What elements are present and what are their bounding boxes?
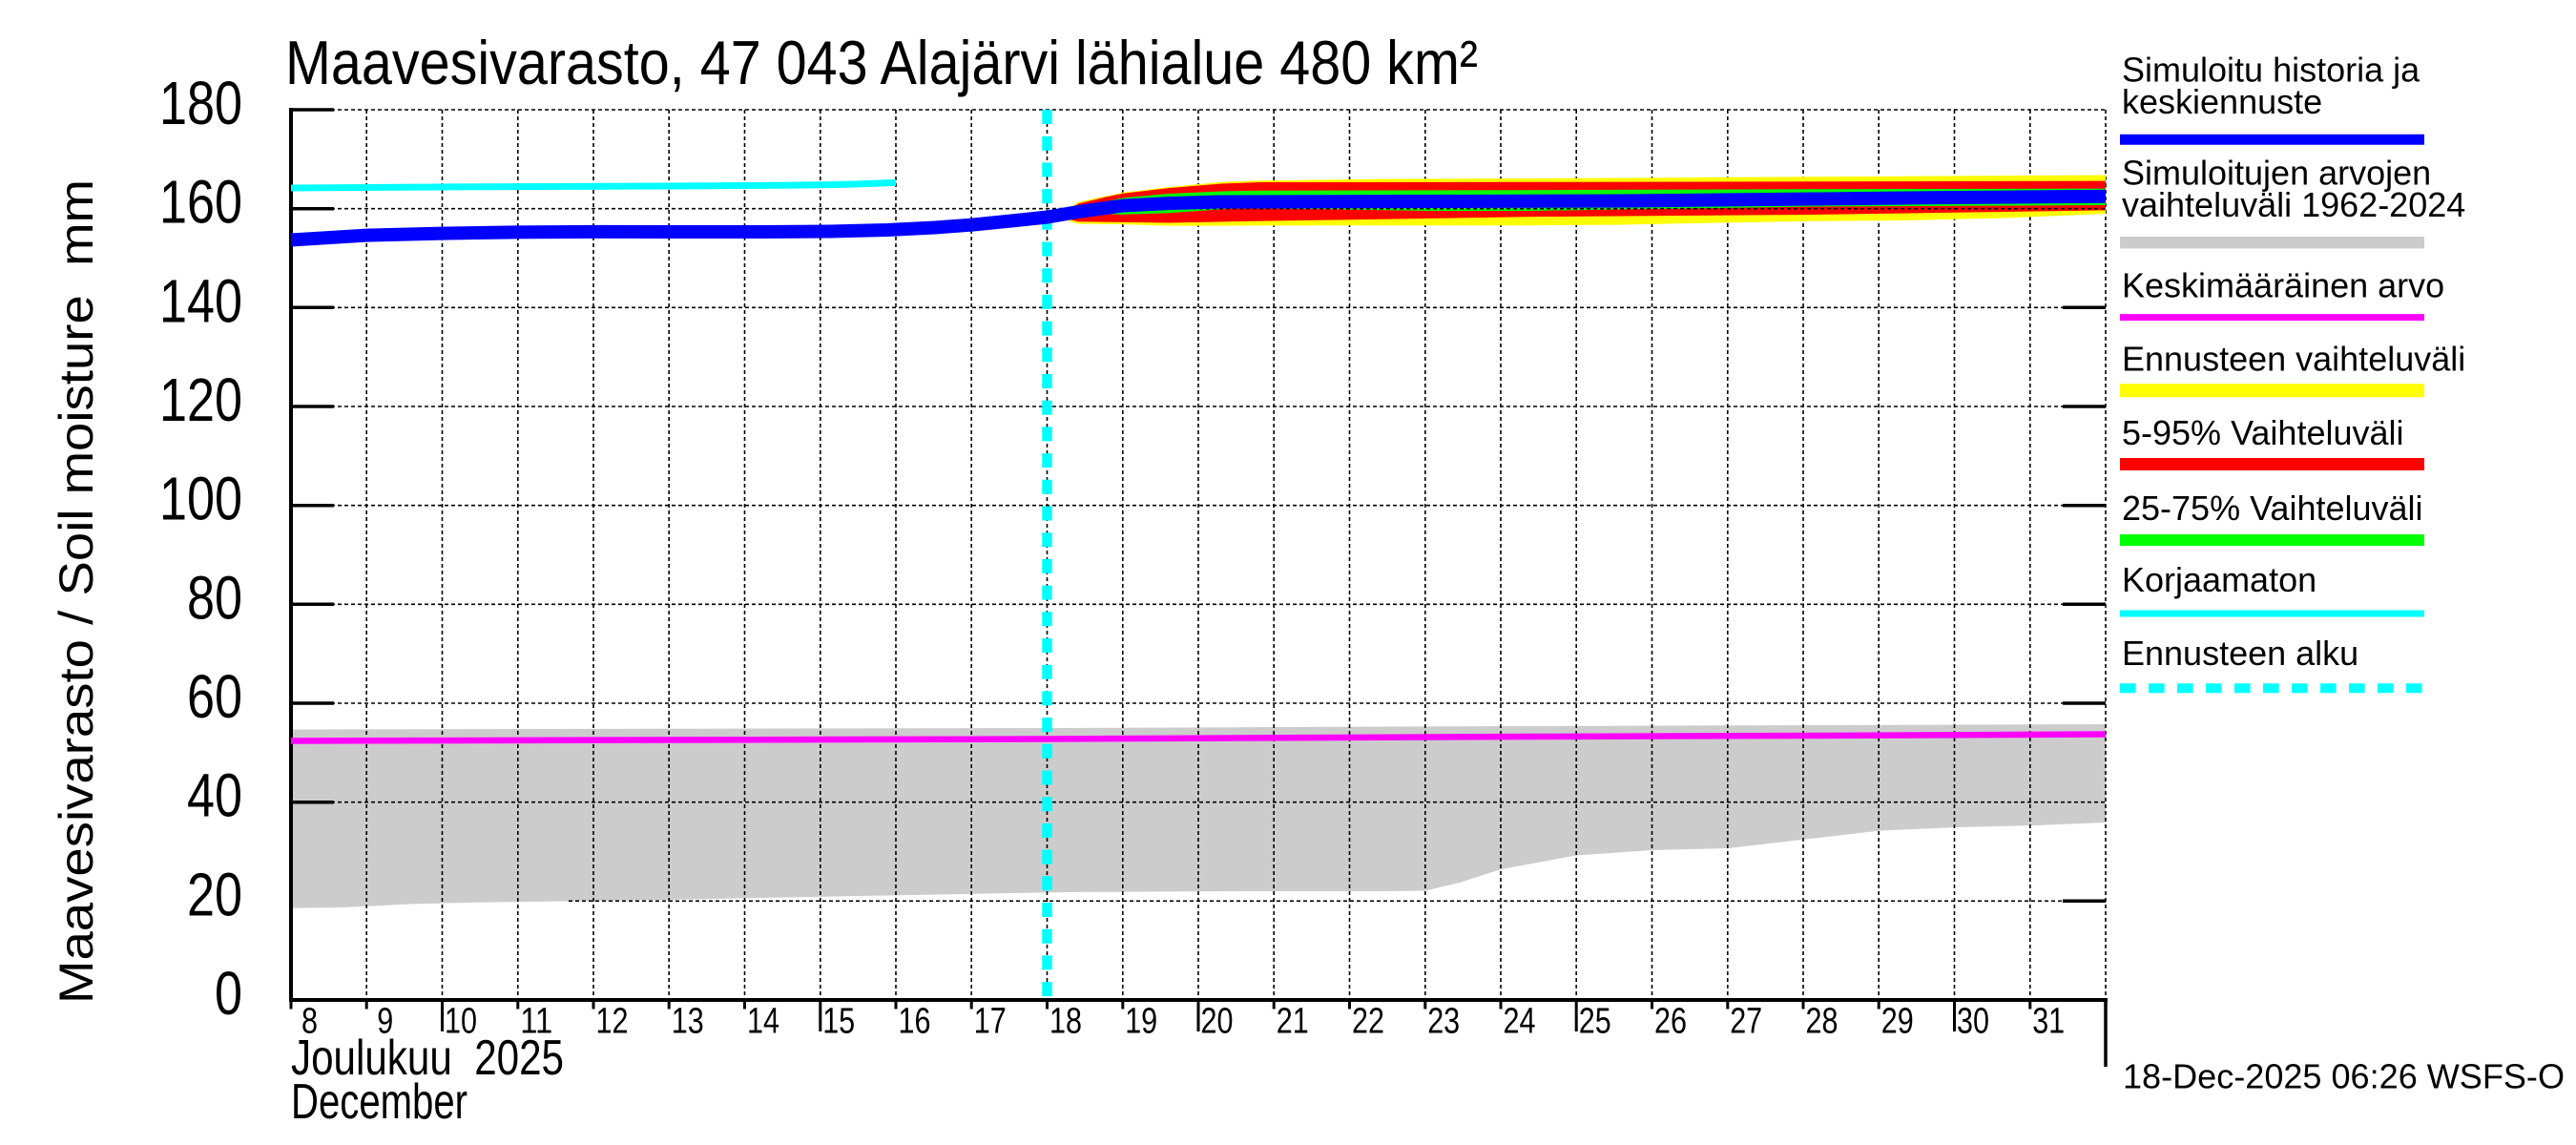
svg-text:15: 15 xyxy=(822,1001,855,1041)
svg-text:5-95% Vaihteluväli: 5-95% Vaihteluväli xyxy=(2122,413,2404,452)
svg-text:vaihteluväli 1962-2024: vaihteluväli 1962-2024 xyxy=(2122,185,2465,224)
svg-text:20: 20 xyxy=(1201,1001,1234,1041)
svg-text:160: 160 xyxy=(159,168,242,237)
svg-text:13: 13 xyxy=(672,1001,704,1041)
svg-text:Ennusteen alku: Ennusteen alku xyxy=(2122,634,2358,673)
svg-text:12: 12 xyxy=(596,1001,629,1041)
svg-text:9: 9 xyxy=(377,1001,393,1041)
svg-text:22: 22 xyxy=(1352,1001,1384,1041)
svg-text:23: 23 xyxy=(1427,1001,1460,1041)
svg-text:27: 27 xyxy=(1730,1001,1762,1041)
svg-text:16: 16 xyxy=(899,1001,931,1041)
svg-text:80: 80 xyxy=(187,563,242,632)
svg-text:Simuloitu historia ja: Simuloitu historia ja xyxy=(2122,51,2420,90)
svg-text:140: 140 xyxy=(159,266,242,335)
svg-text:14: 14 xyxy=(747,1001,779,1041)
svg-text:31: 31 xyxy=(2032,1001,2065,1041)
svg-text:120: 120 xyxy=(159,365,242,434)
svg-text:19: 19 xyxy=(1125,1001,1157,1041)
svg-text:0: 0 xyxy=(215,959,242,1028)
svg-text:Simuloitujen arvojen: Simuloitujen arvojen xyxy=(2122,153,2431,192)
svg-text:20: 20 xyxy=(187,860,242,928)
svg-text:Maavesivarasto, 47 043 Alajärv: Maavesivarasto, 47 043 Alajärvi lähialue… xyxy=(285,28,1478,97)
svg-text:Keskimääräinen arvo: Keskimääräinen arvo xyxy=(2122,265,2444,304)
svg-text:10: 10 xyxy=(445,1001,477,1041)
svg-text:December: December xyxy=(291,1074,467,1130)
svg-text:100: 100 xyxy=(159,465,242,533)
svg-text:18: 18 xyxy=(1049,1001,1082,1041)
svg-text:21: 21 xyxy=(1277,1001,1309,1041)
svg-text:28: 28 xyxy=(1806,1001,1839,1041)
svg-text:30: 30 xyxy=(1957,1001,1989,1041)
svg-text:8: 8 xyxy=(301,1001,318,1041)
svg-text:Korjaamaton: Korjaamaton xyxy=(2122,560,2316,599)
svg-text:25: 25 xyxy=(1579,1001,1611,1041)
svg-text:180: 180 xyxy=(159,69,242,137)
svg-text:18-Dec-2025 06:26 WSFS-O: 18-Dec-2025 06:26 WSFS-O xyxy=(2123,1057,2565,1096)
svg-text:Joulukuu 2025: Joulukuu 2025 xyxy=(291,1030,564,1086)
svg-text:24: 24 xyxy=(1504,1001,1536,1041)
svg-text:40: 40 xyxy=(187,761,242,830)
svg-text:keskiennuste: keskiennuste xyxy=(2122,82,2322,121)
svg-text:25-75% Vaihteluväli: 25-75% Vaihteluväli xyxy=(2122,489,2423,528)
svg-text:60: 60 xyxy=(187,662,242,731)
svg-text:Ennusteen vaihteluväli: Ennusteen vaihteluväli xyxy=(2122,340,2465,379)
svg-text:11: 11 xyxy=(520,1001,552,1041)
svg-text:Maavesivarasto / Soil moisture: Maavesivarasto / Soil moisture mm xyxy=(50,179,103,1004)
svg-text:29: 29 xyxy=(1881,1001,1914,1041)
svg-text:26: 26 xyxy=(1654,1001,1687,1041)
svg-text:17: 17 xyxy=(974,1001,1007,1041)
